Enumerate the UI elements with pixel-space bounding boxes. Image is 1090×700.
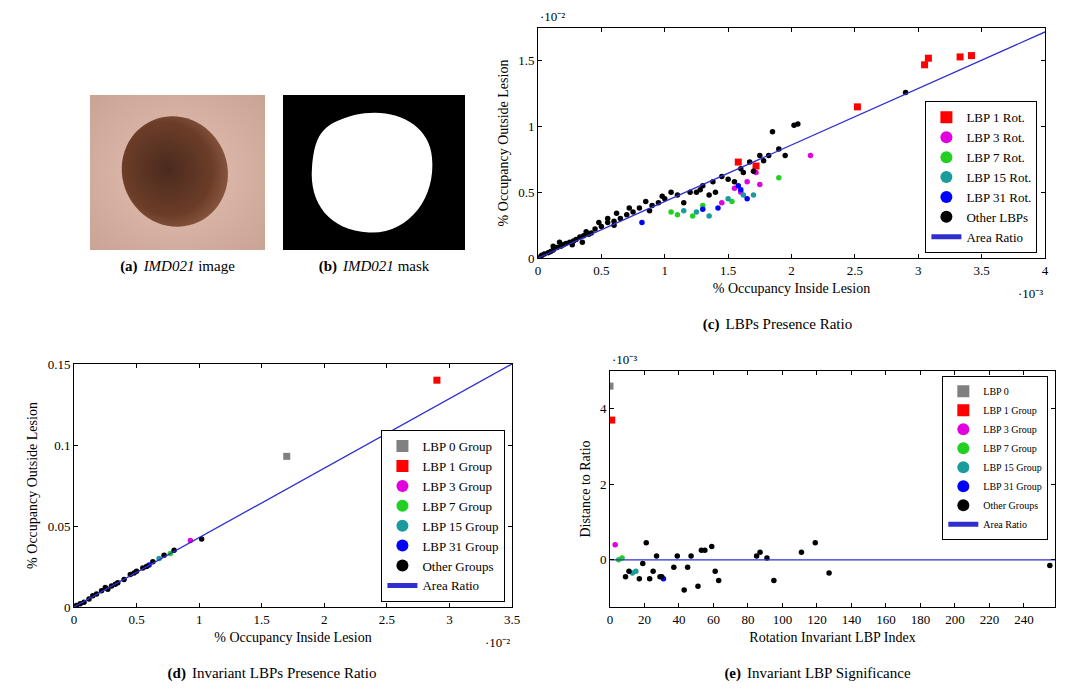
svg-text:% Occupancy Inside Lesion: % Occupancy Inside Lesion: [713, 281, 870, 296]
svg-text:LBP 15 Rot.: LBP 15 Rot.: [966, 170, 1031, 185]
svg-text:LBP 7 Rot.: LBP 7 Rot.: [966, 150, 1024, 165]
svg-text:0.5: 0.5: [128, 612, 144, 627]
svg-text:LBP 0: LBP 0: [983, 386, 1008, 397]
svg-text:4: 4: [1042, 263, 1049, 278]
svg-text:·10⁻²: ·10⁻²: [485, 635, 510, 650]
svg-text:Other Groups: Other Groups: [422, 559, 493, 574]
svg-text:LBP 3 Group: LBP 3 Group: [983, 424, 1037, 435]
svg-text:240: 240: [1014, 612, 1033, 627]
svg-text:3: 3: [915, 263, 922, 278]
svg-text:LBP 7 Group: LBP 7 Group: [983, 443, 1037, 454]
svg-text:Other Groups: Other Groups: [983, 500, 1038, 511]
svg-text:LBP 1 Rot.: LBP 1 Rot.: [966, 110, 1024, 125]
svg-text:0: 0: [607, 612, 614, 627]
svg-text:2.5: 2.5: [847, 263, 863, 278]
html-text:(e): (e): [724, 665, 741, 681]
svg-text:0.05: 0.05: [48, 519, 71, 534]
svg-text:0: 0: [71, 612, 78, 627]
svg-text:1: 1: [662, 263, 669, 278]
svg-text:120: 120: [807, 612, 827, 627]
svg-text:0: 0: [64, 600, 71, 615]
svg-text:80: 80: [741, 612, 754, 627]
svg-text:% Occupancy Outside Lesion: % Occupancy Outside Lesion: [496, 60, 511, 227]
svg-text:LBP 15 Group: LBP 15 Group: [983, 462, 1042, 473]
svg-text:0.5: 0.5: [518, 185, 534, 200]
svg-text:Area Ratio: Area Ratio: [422, 578, 479, 593]
html-text:(c) LBPs Presence Ratio: (c) LBPs Presence Ratio: [702, 316, 853, 332]
svg-text:0.5: 0.5: [593, 263, 609, 278]
svg-text:2: 2: [788, 263, 795, 278]
svg-text:3.5: 3.5: [504, 612, 520, 627]
svg-text:3.5: 3.5: [974, 263, 990, 278]
svg-text:0: 0: [528, 251, 535, 266]
svg-text:Rotation Invariant LBP Index: Rotation Invariant LBP Index: [749, 630, 915, 645]
svg-text:2.5: 2.5: [379, 612, 395, 627]
html-text:Invariant LBP Significance: Invariant LBP Significance: [747, 665, 911, 681]
svg-text:LBP 31 Rot.: LBP 31 Rot.: [966, 190, 1031, 205]
svg-text:Area Ratio: Area Ratio: [966, 230, 1023, 245]
svg-text:20: 20: [638, 612, 651, 627]
svg-text:Other LBPs: Other LBPs: [966, 210, 1028, 225]
svg-text:% Occupancy Outside Lesion: % Occupancy Outside Lesion: [25, 402, 40, 569]
svg-text:·10⁻³: ·10⁻³: [612, 352, 637, 367]
svg-text:LBP 3 Rot.: LBP 3 Rot.: [966, 130, 1024, 145]
svg-text:LBP 15 Group: LBP 15 Group: [422, 519, 498, 534]
svg-text:0.15: 0.15: [48, 357, 71, 372]
svg-text:LBP 3 Group: LBP 3 Group: [422, 479, 492, 494]
svg-text:·10⁻³: ·10⁻³: [1018, 286, 1043, 301]
svg-text:LBP 1 Group: LBP 1 Group: [422, 459, 492, 474]
html-text:IMD021 mask: IMD021 mask: [343, 258, 430, 274]
svg-text:60: 60: [707, 612, 720, 627]
svg-text:40: 40: [672, 612, 685, 627]
html-text:(d) Invariant LBPs Presence Ra: (d) Invariant LBPs Presence Ratio: [167, 665, 377, 681]
svg-text:·10⁻²: ·10⁻²: [540, 9, 565, 24]
svg-text:100: 100: [773, 612, 793, 627]
svg-text:LBP 0 Group: LBP 0 Group: [422, 439, 492, 454]
svg-text:160: 160: [876, 612, 896, 627]
svg-text:LBP 31 Group: LBP 31 Group: [422, 539, 498, 554]
svg-text:0: 0: [535, 263, 542, 278]
svg-text:% Occupancy Inside Lesion: % Occupancy Inside Lesion: [214, 630, 371, 645]
svg-text:1.5: 1.5: [720, 263, 736, 278]
svg-text:180: 180: [911, 612, 931, 627]
svg-text:LBP 31 Group: LBP 31 Group: [983, 481, 1042, 492]
svg-text:4: 4: [600, 401, 607, 416]
svg-text:0: 0: [600, 552, 607, 567]
svg-text:220: 220: [980, 612, 1000, 627]
svg-text:200: 200: [945, 612, 965, 627]
svg-text:1: 1: [528, 119, 535, 134]
svg-text:1: 1: [196, 612, 203, 627]
html-text:(a) IMD021 image: (a) IMD021 image: [120, 258, 235, 274]
svg-text:2: 2: [321, 612, 328, 627]
svg-text:2: 2: [600, 477, 607, 492]
svg-text:0.1: 0.1: [54, 438, 70, 453]
svg-text:LBP 7 Group: LBP 7 Group: [422, 499, 492, 514]
svg-text:3: 3: [446, 612, 453, 627]
svg-text:Distance to Ratio: Distance to Ratio: [578, 440, 593, 537]
svg-text:1.5: 1.5: [518, 53, 534, 68]
html-text:(b): (b): [318, 258, 337, 274]
svg-text:1.5: 1.5: [254, 612, 270, 627]
svg-text:LBP 1 Group: LBP 1 Group: [983, 405, 1037, 416]
svg-text:140: 140: [842, 612, 862, 627]
svg-text:Area Ratio: Area Ratio: [983, 519, 1027, 530]
